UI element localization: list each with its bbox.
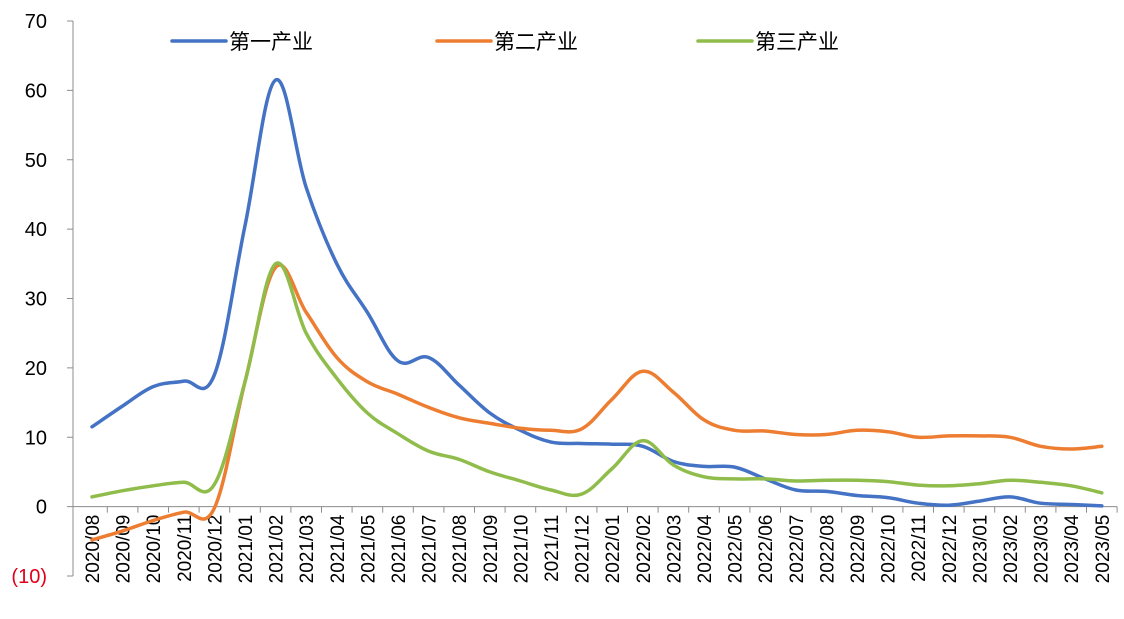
- x-tick-label: 2020/10: [144, 515, 165, 584]
- x-tick-label: 2022/05: [726, 515, 747, 584]
- x-tick-label: 2021/04: [328, 514, 349, 583]
- x-tick-label: 2022/09: [848, 515, 869, 584]
- legend-label: 第二产业: [494, 30, 578, 54]
- x-tick-label: 2022/12: [940, 515, 961, 584]
- x-tick-label: 2021/01: [236, 515, 257, 584]
- y-tick-label: (10): [11, 566, 47, 588]
- x-tick-label: 2021/12: [573, 515, 594, 584]
- y-tick-label: 10: [25, 427, 47, 449]
- y-tick-label: 40: [25, 219, 47, 241]
- y-axis: (10) 0 10 20 30 40 50 60 70: [11, 11, 74, 588]
- x-axis: 2020/08 2020/09 2020/10 2020/11 2020/12 2021/…: [73, 506, 1118, 584]
- x-tick-label: 2022/03: [664, 515, 685, 584]
- series-line-3: [90, 261, 1104, 499]
- x-tick-label: 2022/01: [603, 515, 624, 584]
- x-tick-label: 2023/04: [1062, 514, 1083, 583]
- series-line-1: [90, 78, 1104, 508]
- y-tick-label: 60: [25, 80, 47, 102]
- x-tick-label: 2022/02: [634, 515, 655, 584]
- x-tick-label: 2022/07: [787, 515, 808, 584]
- legend-label: 第一产业: [229, 30, 313, 54]
- series-layer: [90, 78, 1104, 542]
- x-tick-label: 2022/10: [879, 515, 900, 584]
- x-tick-label: 2021/07: [420, 515, 441, 584]
- legend: 第一产业 第二产业 第三产业: [170, 30, 839, 54]
- x-tick-label: 2021/05: [358, 515, 379, 584]
- x-tick-label: 2020/08: [83, 515, 104, 584]
- x-tick-label: 2021/11: [542, 515, 563, 582]
- x-tick-label: 2023/05: [1093, 515, 1114, 584]
- x-tick-label: 2022/04: [695, 514, 716, 583]
- series-line-2: [90, 263, 1104, 542]
- x-tick-label: 2021/09: [481, 515, 502, 584]
- x-tick-label: 2021/03: [297, 515, 318, 584]
- y-tick-label: 50: [25, 150, 47, 172]
- x-tick-label: 2021/10: [511, 515, 532, 584]
- x-tick-label: 2020/11: [175, 515, 196, 582]
- x-tick-label: 2021/08: [450, 515, 471, 584]
- x-tick-label: 2022/11: [909, 515, 930, 582]
- x-tick-label: 2023/03: [1032, 515, 1053, 584]
- x-tick-label: 2021/06: [389, 515, 410, 584]
- y-tick-label: 20: [25, 358, 47, 380]
- x-tick-label: 2021/02: [267, 515, 288, 584]
- legend-label: 第三产业: [755, 30, 839, 54]
- x-tick-label: 2020/12: [205, 515, 226, 584]
- y-tick-label: 30: [25, 289, 47, 311]
- x-tick-label: 2020/09: [114, 515, 135, 584]
- x-tick-label: 2023/02: [1001, 515, 1022, 584]
- y-tick-label: 70: [25, 11, 47, 33]
- x-tick-label: 2022/06: [756, 515, 777, 584]
- y-tick-label: 0: [36, 497, 47, 519]
- x-tick-label: 2022/08: [817, 515, 838, 584]
- x-tick-label: 2023/01: [970, 515, 991, 584]
